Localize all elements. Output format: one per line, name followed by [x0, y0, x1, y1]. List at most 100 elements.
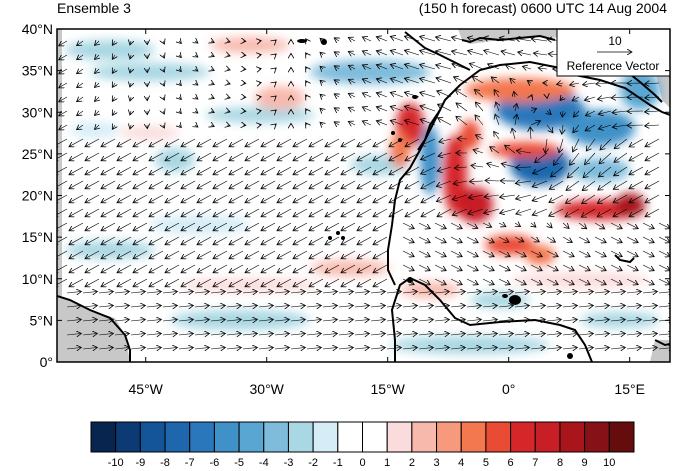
wind-vector	[466, 291, 481, 293]
wind-vector	[210, 319, 225, 321]
wind-vector	[532, 194, 548, 201]
wind-vector	[376, 93, 388, 97]
wind-vector	[117, 138, 132, 147]
wind-vector	[85, 152, 100, 161]
wind-vector	[341, 180, 356, 189]
wind-vector	[163, 41, 164, 44]
colorbar-box	[485, 421, 512, 453]
wind-vector	[506, 65, 516, 69]
wind-vector	[373, 236, 388, 245]
wind-vector	[309, 278, 324, 287]
wind-vector	[306, 305, 321, 307]
wind-vector	[149, 152, 164, 161]
wind-vector	[362, 65, 372, 69]
wind-vector	[515, 104, 517, 112]
wind-vector	[325, 222, 340, 231]
wind-vector	[306, 347, 321, 349]
wind-vector	[69, 236, 84, 245]
wind-vector	[434, 236, 446, 243]
wind-vector	[181, 208, 196, 217]
wind-vector	[57, 180, 68, 189]
wind-vector	[389, 180, 404, 189]
wind-vector	[404, 78, 420, 84]
colorbar-box	[608, 421, 635, 453]
wind-vector	[57, 166, 68, 175]
wind-vector	[515, 223, 521, 227]
wind-vector	[341, 222, 356, 231]
wind-vector	[482, 278, 494, 285]
wind-vector	[600, 138, 612, 150]
wind-vector	[309, 138, 324, 147]
wind-vector	[402, 291, 417, 293]
wind-vector	[518, 52, 532, 55]
wind-vector	[578, 222, 587, 229]
wind-vector	[320, 66, 323, 69]
wind-vector	[512, 128, 515, 140]
colorbar-box	[287, 421, 314, 453]
wind-vector	[594, 347, 609, 349]
wind-vector	[338, 305, 353, 307]
wind-vector	[434, 278, 446, 285]
wind-vector	[597, 194, 612, 203]
wind-vector	[496, 102, 499, 112]
reference-magnitude: 10	[608, 34, 622, 48]
wind-vector	[325, 208, 340, 217]
wind-vector	[594, 305, 609, 307]
wind-vector	[77, 41, 84, 46]
wind-vector	[112, 41, 115, 45]
wind-vector	[404, 50, 420, 56]
wind-vector	[275, 40, 276, 41]
wind-vector	[421, 208, 436, 217]
wind-vector	[57, 208, 68, 217]
wind-vector	[516, 208, 532, 214]
wind-vector	[370, 333, 385, 335]
wind-vector	[373, 180, 388, 189]
wind-vector	[133, 264, 148, 273]
wind-vector	[658, 222, 670, 229]
wind-vector	[293, 236, 308, 245]
colorbar-box	[436, 421, 462, 453]
wind-vector	[450, 222, 462, 229]
wind-vector	[418, 278, 430, 285]
wind-vector	[376, 121, 388, 125]
wind-vector	[515, 114, 517, 126]
wind-vector	[210, 333, 225, 335]
wind-vector	[261, 138, 276, 147]
wind-vector	[245, 138, 260, 147]
wind-vector	[598, 125, 612, 129]
colorbar-box	[213, 421, 240, 453]
wind-vector	[261, 166, 276, 175]
wind-vector	[642, 305, 657, 307]
wind-vector	[362, 79, 372, 83]
wind-vector	[229, 264, 244, 273]
wind-vector	[211, 125, 214, 127]
wind-vector	[325, 180, 340, 189]
wind-vector	[66, 333, 81, 335]
wind-vector	[69, 222, 84, 231]
wind-vector	[95, 125, 100, 130]
wind-vector	[562, 264, 574, 271]
wind-vector	[357, 152, 372, 161]
wind-vector	[197, 166, 212, 175]
wind-vector	[482, 223, 492, 227]
wind-vector	[130, 97, 131, 101]
wind-vector	[354, 333, 369, 335]
colorbar-box	[337, 421, 364, 453]
wind-vector	[557, 83, 564, 85]
wind-vector	[213, 222, 228, 231]
wind-vector	[226, 347, 241, 349]
wind-vector	[334, 38, 339, 41]
wind-vector	[163, 69, 164, 72]
wind-vector	[322, 319, 337, 321]
wind-vector	[626, 264, 638, 271]
wind-vector	[101, 166, 116, 175]
colorbar-label: 5	[483, 457, 489, 469]
wind-vector	[386, 319, 401, 321]
wind-vector	[69, 166, 84, 175]
wind-vector	[658, 278, 670, 285]
wind-vector	[133, 166, 148, 175]
wind-vector	[117, 236, 132, 245]
wind-vector	[498, 305, 513, 307]
wind-vector	[245, 236, 260, 245]
wind-vector	[112, 55, 115, 59]
